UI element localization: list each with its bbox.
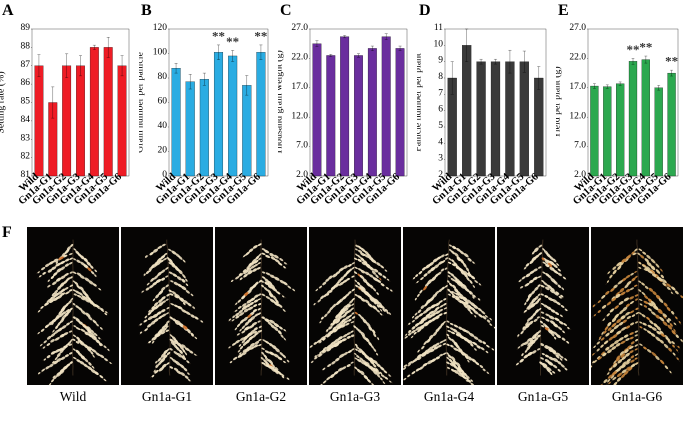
svg-text:3: 3 <box>438 154 443 164</box>
svg-text:82: 82 <box>21 152 31 162</box>
svg-text:40: 40 <box>158 121 168 131</box>
svg-text:7: 7 <box>438 88 443 98</box>
svg-text:**: ** <box>226 34 239 49</box>
svg-text:22.0: 22.0 <box>291 52 308 62</box>
svg-text:5: 5 <box>438 121 443 131</box>
svg-text:**: ** <box>627 42 640 57</box>
svg-text:Setting rate (%): Setting rate (%) <box>0 71 6 133</box>
svg-text:Thousand grain weight (g): Thousand grain weight (g) <box>278 50 284 155</box>
svg-text:12.0: 12.0 <box>569 111 586 121</box>
svg-text:8: 8 <box>438 72 443 82</box>
svg-text:87: 87 <box>21 60 31 70</box>
svg-text:12.0: 12.0 <box>291 111 308 121</box>
svg-text:9: 9 <box>438 56 443 66</box>
svg-text:27.0: 27.0 <box>569 23 586 33</box>
svg-text:85: 85 <box>21 97 31 107</box>
svg-text:17.0: 17.0 <box>291 82 308 92</box>
svg-text:84: 84 <box>21 115 31 125</box>
svg-text:**: ** <box>254 28 267 43</box>
svg-text:6: 6 <box>438 105 443 115</box>
svg-text:86: 86 <box>21 78 31 88</box>
svg-text:17.0: 17.0 <box>569 82 586 92</box>
svg-text:**: ** <box>639 39 652 54</box>
svg-text:20: 20 <box>158 146 168 156</box>
svg-text:80: 80 <box>158 72 168 82</box>
svg-text:**: ** <box>665 54 678 69</box>
svg-text:7.0: 7.0 <box>574 141 586 151</box>
svg-text:Yield per plant (g): Yield per plant (g) <box>556 66 562 138</box>
svg-text:Grain number per panicle: Grain number per panicle <box>139 52 145 153</box>
svg-text:120: 120 <box>153 23 168 33</box>
svg-text:88: 88 <box>21 41 31 51</box>
svg-text:7.0: 7.0 <box>296 141 308 151</box>
svg-text:100: 100 <box>153 48 168 58</box>
svg-text:22.0: 22.0 <box>569 52 586 62</box>
svg-text:10: 10 <box>434 39 444 49</box>
svg-text:83: 83 <box>21 133 31 143</box>
svg-text:11: 11 <box>434 23 443 33</box>
svg-text:**: ** <box>212 28 225 43</box>
svg-text:Panicle number per plant: Panicle number per plant <box>417 53 423 152</box>
svg-text:4: 4 <box>438 137 443 147</box>
svg-text:60: 60 <box>158 97 168 107</box>
svg-text:89: 89 <box>21 23 31 33</box>
svg-text:27.0: 27.0 <box>291 23 308 33</box>
